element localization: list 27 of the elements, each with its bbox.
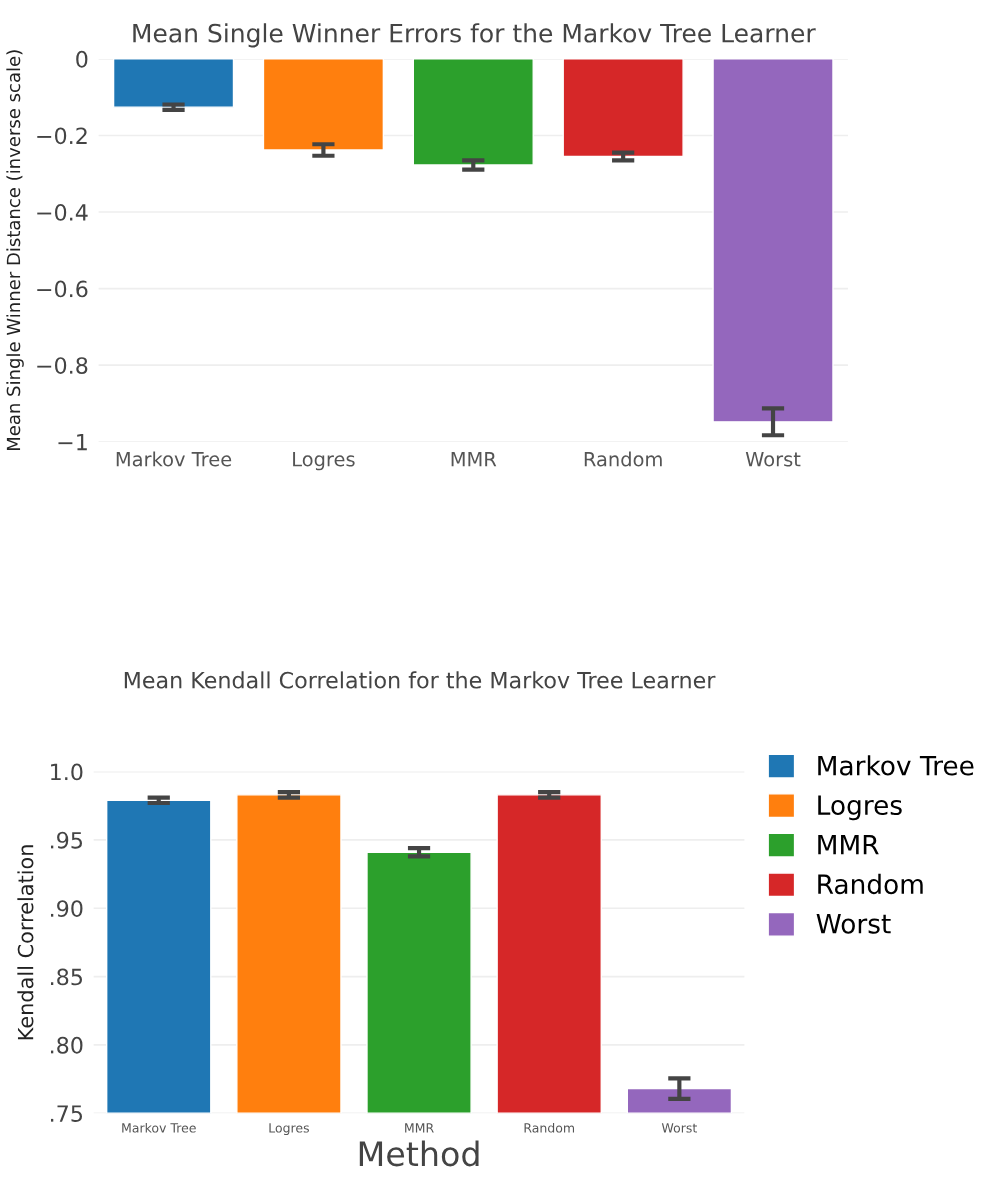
y-tick-label: 1.0 <box>51 763 83 781</box>
legend-label: MMR <box>818 835 879 855</box>
y-axis-title: Kendall Correlation <box>17 845 34 1040</box>
y-axis-title: Mean Single Winner Distance (inverse scale) <box>6 50 24 451</box>
x-tick-label: MMR <box>451 452 497 467</box>
legend-label: Worst <box>816 914 891 934</box>
y-tick-label: .90 <box>50 900 83 917</box>
y-tick-label: −0.4 <box>37 203 88 221</box>
y-tick-label: 0 <box>76 50 88 68</box>
x-tick-label: Logres <box>293 452 355 471</box>
y-tick-label: −0.8 <box>37 357 88 374</box>
y-tick-label: −0.2 <box>37 127 87 145</box>
legend-label: Random <box>818 873 923 895</box>
x-tick-label: Worst <box>745 452 801 467</box>
y-tick-label: −1 <box>58 433 87 451</box>
legend-label: Logres <box>818 795 902 821</box>
chart-title: Mean Single Winner Errors for the Markov Tree Learner <box>133 23 816 48</box>
legend-label: Markov Tree <box>818 755 974 776</box>
x-tick-label: Random <box>584 451 662 467</box>
chart-title: Mean Kendall Correlation for the Markov Tree Learner <box>124 671 716 689</box>
y-tick-label: .80 <box>50 1036 83 1054</box>
x-axis-title: Method <box>359 1140 479 1167</box>
y-tick-label: −0.6 <box>37 280 88 298</box>
y-tick-label: .85 <box>50 968 83 986</box>
x-tick-label: Markov Tree <box>116 451 232 467</box>
y-tick-label: .95 <box>50 831 83 849</box>
y-tick-label: .75 <box>50 1105 83 1122</box>
